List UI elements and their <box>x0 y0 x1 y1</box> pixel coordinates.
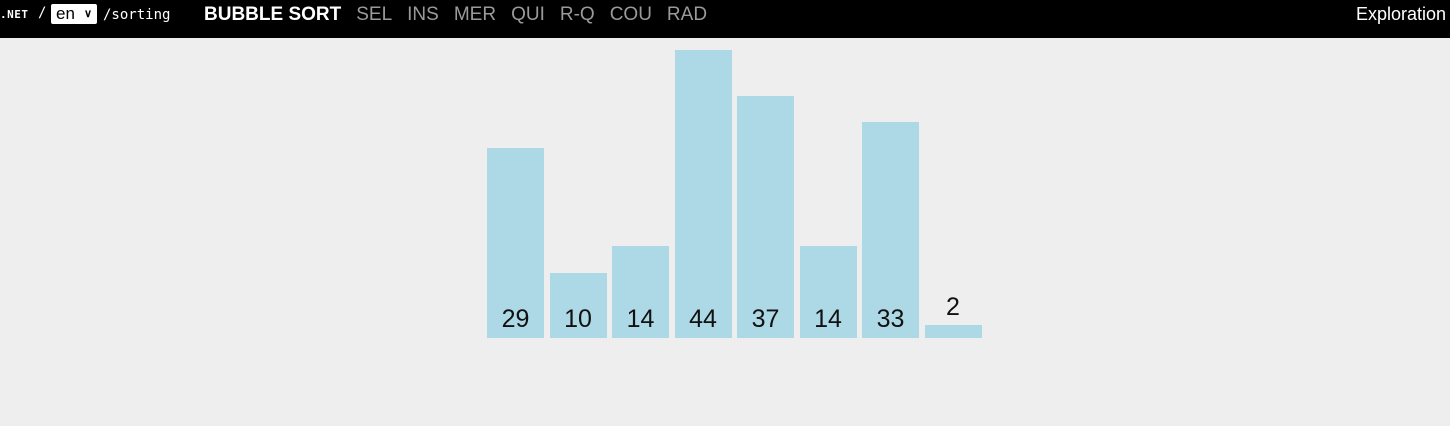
array-value-label: 10 <box>564 305 592 333</box>
language-select[interactable]: en ∨ <box>51 4 97 24</box>
array-bar <box>549 272 607 338</box>
algorithm-tabs: BUBBLE SORT SEL INS MER QUI R-Q COU RAD <box>204 4 722 26</box>
array-bar <box>612 246 669 338</box>
path-separator: / <box>38 5 47 21</box>
tab-randomized-quick[interactable]: R-Q <box>559 4 595 25</box>
array-value-label: 29 <box>501 305 530 333</box>
array-value-label: 14 <box>626 305 655 333</box>
array-value-label: 14 <box>814 305 842 333</box>
array-value-label: 33 <box>876 305 905 333</box>
exploration-link[interactable]: Exploration <box>1355 4 1446 24</box>
array-bar <box>924 324 982 338</box>
array-value-label: 37 <box>751 305 780 333</box>
array-bar <box>862 122 919 338</box>
site-logo[interactable]: .NET <box>0 8 29 21</box>
array-bar <box>799 246 857 338</box>
tab-merge[interactable]: MER <box>453 4 497 25</box>
tab-counting[interactable]: COU <box>609 4 652 25</box>
tab-insertion[interactable]: INS <box>407 4 439 25</box>
language-value: en <box>56 4 75 23</box>
tab-bubble-sort[interactable]: BUBBLE SORT <box>204 4 342 25</box>
chevron-down-icon: ∨ <box>83 8 92 20</box>
tab-quick[interactable]: QUI <box>511 4 545 25</box>
top-nav-bar: .NET / en ∨ /sorting BUBBLE SORT SEL INS ME… <box>0 0 1450 38</box>
tab-radix[interactable]: RAD <box>666 4 708 25</box>
array-value-label: 44 <box>689 305 717 333</box>
breadcrumb-path[interactable]: /sorting <box>103 7 171 23</box>
array-value-label: 2 <box>946 292 960 321</box>
array-bar <box>674 50 732 338</box>
tab-selection[interactable]: SEL <box>356 4 393 25</box>
array-bar <box>487 148 544 338</box>
array-bar <box>737 95 794 338</box>
